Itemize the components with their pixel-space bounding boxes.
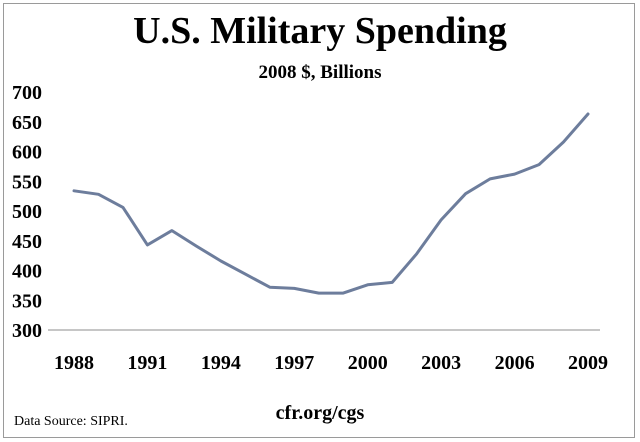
series-group [72,112,590,295]
y-tick-label: 400 [12,261,42,283]
x-tick-label: 2009 [568,352,608,374]
y-tick-label: 650 [12,112,42,134]
y-tick-label: 500 [12,201,42,223]
chart-title: U.S. Military Spending [133,10,507,52]
y-tick-label: 600 [12,142,42,164]
y-tick-label: 350 [12,290,42,312]
chart-frame [3,3,635,438]
y-tick-label: 700 [12,82,42,104]
series-line [72,112,590,295]
x-tick-label: 2006 [495,352,535,374]
footer-site: cfr.org/cgs [275,402,365,424]
x-tick-label: 1994 [201,352,241,374]
x-tick-label: 1991 [127,352,167,374]
y-tick-label: 300 [12,320,42,342]
y-axis-labels: 300 350 400 450 500 550 600 650 700 [12,82,42,342]
x-tick-label: 2000 [348,352,388,374]
x-tick-label: 2003 [421,352,461,374]
data-source-note: Data Source: SIPRI. [14,414,128,429]
y-tick-label: 450 [12,231,42,253]
x-tick-label: 1988 [54,352,94,374]
y-tick-label: 550 [12,171,42,193]
x-axis-labels: 1988 1991 1994 1997 2000 2003 2006 2009 [54,352,608,374]
chart-subtitle: 2008 $, Billions [258,62,382,83]
x-tick-label: 1997 [274,352,314,374]
